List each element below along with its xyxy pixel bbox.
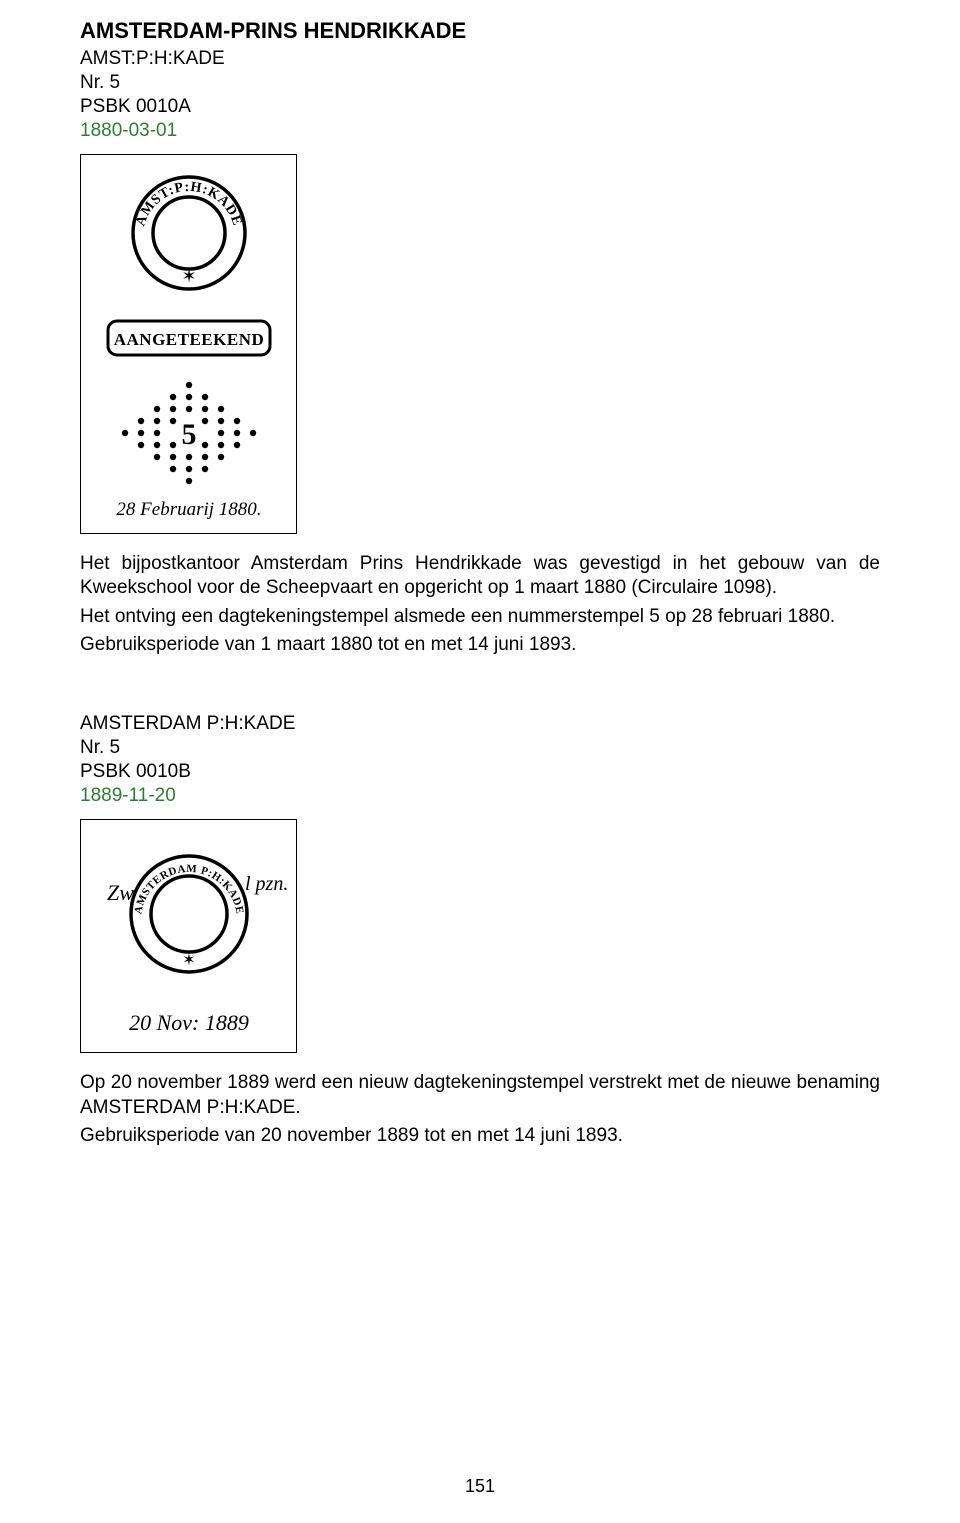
figure2-script-right: l pzn. [245,873,288,895]
section1-para3: Gebruiksperiode van 1 maart 1880 tot en … [80,633,880,657]
section2-heading: AMSTERDAM P:H:KADE [80,713,880,735]
section1-para2: Het ontving een dagtekeningstempel alsme… [80,605,880,629]
svg-text:✶: ✶ [181,266,196,286]
stamp-svg-2: AMSTERDAM P:H:KADE ✶ Zw l pzn. 20 Nov: 1… [81,820,296,1052]
figure2-script-bottom: 20 Nov: 1889 [129,1010,249,1035]
section1-para1: Het bijpostkantoor Amsterdam Prins Hendr… [80,552,880,601]
stamp-svg-1: AMST:P:H:KADE ✶ AANGETEEKEND [81,155,296,533]
section2-psbk: PSBK 0010B [80,761,880,783]
section1-date: 1880-03-01 [80,120,880,142]
section2-figure: AMSTERDAM P:H:KADE ✶ Zw l pzn. 20 Nov: 1… [80,819,297,1053]
section1-nr: Nr. 5 [80,72,880,94]
section2-date: 1889-11-20 [80,785,880,807]
number-stamp-digit: 5 [182,418,197,451]
section2-para2: Gebruiksperiode van 20 november 1889 tot… [80,1124,880,1148]
aangeteekend-label: AANGETEEKEND [114,330,265,349]
section1-heading: AMSTERDAM-PRINS HENDRIKKADE [80,18,880,44]
figure1-script: 28 Februarij 1880. [116,499,261,520]
svg-text:AMST:P:H:KADE: AMST:P:H:KADE [133,180,244,228]
section1-code: AMST:P:H:KADE [80,48,880,70]
section2-para1: Op 20 november 1889 werd een nieuw dagte… [80,1071,880,1120]
postmark-text-1: AMST:P:H:KADE [133,180,244,228]
svg-text:✶: ✶ [182,952,195,969]
page-number: 151 [0,1476,960,1497]
section1-figure: AMST:P:H:KADE ✶ AANGETEEKEND [80,154,297,534]
number-stamp-diamond: 5 [122,382,256,484]
section1-psbk: PSBK 0010A [80,96,880,118]
figure2-script-left: Zw [107,880,134,905]
section2-nr: Nr. 5 [80,737,880,759]
page: AMSTERDAM-PRINS HENDRIKKADE AMST:P:H:KAD… [0,0,960,1523]
